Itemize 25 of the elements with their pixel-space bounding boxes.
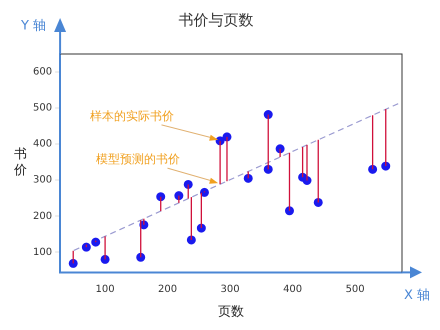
y-tick-label: 600 [32, 66, 52, 78]
y-tick-label: 500 [32, 102, 52, 114]
point [222, 132, 232, 142]
point [100, 254, 110, 264]
chart-title: 书价与页数 [178, 10, 254, 29]
point [302, 176, 312, 185]
annotation: 样本的实际书价 [90, 108, 174, 123]
point [200, 188, 209, 197]
x-tick-label: 100 [96, 284, 115, 295]
x-tick-label: 500 [346, 284, 365, 295]
y-tick-label: 100 [32, 246, 52, 258]
y-tick-label: 200 [32, 210, 52, 222]
point [91, 238, 100, 247]
y-tick-label: 300 [32, 174, 52, 186]
annotation: 模型预测的书价 [96, 152, 180, 166]
x-axis-title: 页数 [218, 304, 244, 320]
text: Y 轴 [20, 18, 46, 34]
x-tick-label: 200 [158, 284, 178, 295]
x-tick-label: 400 [283, 284, 302, 295]
y-axis-title: 书价 [14, 147, 27, 180]
x-tick-label: 300 [220, 284, 240, 295]
text: X 轴 [404, 288, 430, 303]
point [82, 242, 91, 252]
y-tick-label: 400 [32, 138, 52, 150]
point [284, 206, 294, 216]
